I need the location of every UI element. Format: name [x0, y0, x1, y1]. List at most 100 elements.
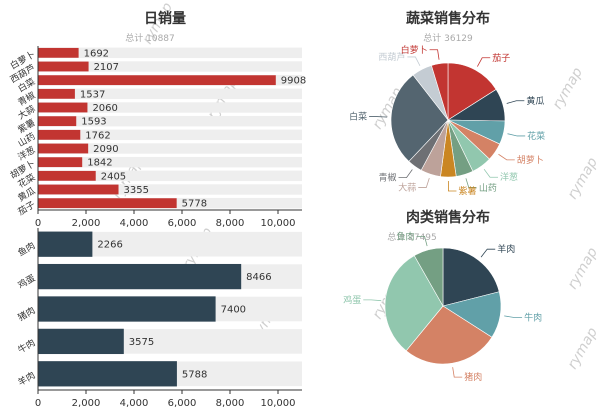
bar [38, 170, 96, 181]
x-tick-label: 0 [35, 398, 41, 409]
bar [38, 296, 216, 322]
x-tick-label: 4,000 [120, 398, 149, 409]
pie-label: 西葫芦 [378, 51, 405, 63]
pie-label: 猪肉 [464, 371, 482, 383]
pie-label-line [398, 169, 413, 179]
bar [38, 75, 276, 86]
watermark-text: rymap [565, 155, 600, 202]
bar [38, 129, 81, 140]
pie-label: 鸡蛋 [343, 294, 361, 306]
pie-slice [447, 62, 497, 121]
bar-chart-title: 日销量 [144, 10, 186, 27]
x-tick-label: 4,000 [120, 218, 149, 229]
bar-background [38, 61, 302, 72]
pie-label: 胡萝卜 [517, 154, 544, 166]
pie-label-line [504, 315, 523, 318]
x-tick-label: 2,000 [72, 218, 101, 229]
pie-slice [442, 247, 500, 307]
x-tick-label: 10,000 [261, 398, 296, 409]
value-label: 9908 [281, 76, 306, 87]
pie-label-line [483, 168, 498, 178]
pie-label-line [407, 56, 421, 67]
bar-background [38, 47, 302, 59]
pie-label-line [447, 180, 457, 192]
pie-label-line [416, 235, 428, 247]
pie-label: 鱼肉 [397, 230, 415, 242]
pie-slice [384, 255, 444, 352]
category-label: 牛肉 [16, 337, 38, 356]
value-label: 2107 [94, 62, 119, 73]
pie-label: 大蒜 [398, 182, 416, 194]
bar [38, 184, 119, 195]
pie-label: 山药 [479, 183, 497, 194]
veg-pie-title: 蔬菜销售分布 [406, 10, 490, 27]
value-label: 2266 [97, 240, 122, 251]
value-label: 1537 [80, 89, 105, 100]
pie-label-line [363, 299, 382, 302]
bar-background [38, 102, 302, 113]
pie-label-line [480, 248, 496, 258]
x-tick-label: 2,000 [72, 398, 101, 409]
value-label: 3575 [129, 337, 154, 348]
bar-background [38, 170, 302, 182]
bar [38, 88, 75, 99]
pie-label: 紫薯 [458, 185, 476, 197]
category-label: 鱼肉 [16, 239, 38, 258]
pie-label-line [429, 49, 440, 60]
value-label: 5778 [182, 199, 207, 210]
pie-label: 牛肉 [524, 311, 542, 323]
bar [38, 102, 88, 113]
pie-label: 花菜 [527, 130, 545, 142]
pie-slice [413, 247, 444, 308]
value-label: 2090 [93, 144, 118, 155]
bar [38, 116, 77, 127]
bar-background [38, 156, 302, 168]
value-label: 1842 [87, 158, 112, 169]
watermark-text: rymap [565, 245, 600, 292]
x-tick-label: 6,000 [168, 218, 197, 229]
bar [38, 231, 93, 257]
meat-pie-title: 肉类销售分布 [406, 209, 490, 226]
pie-label: 洋葱 [500, 171, 518, 183]
pie-label: 茄子 [492, 52, 510, 64]
pie-label-line [452, 367, 463, 378]
value-label: 7400 [221, 305, 246, 316]
bar [38, 47, 79, 58]
value-label: 1762 [85, 130, 110, 141]
watermark-text: rymap [550, 65, 586, 112]
pie-label-line [465, 178, 477, 189]
bar [38, 263, 242, 290]
bar-background [38, 143, 302, 154]
bar [38, 361, 177, 387]
value-label: 8466 [246, 272, 271, 283]
category-label: 羊肉 [16, 369, 38, 388]
value-label: 3355 [124, 185, 149, 196]
pie-slice [431, 62, 449, 121]
pie-label: 白萝卜 [401, 44, 428, 56]
x-tick-label: 8,000 [216, 398, 245, 409]
bar [38, 143, 89, 154]
value-label: 2405 [101, 171, 126, 182]
bar-background [38, 184, 302, 195]
pie-label: 白菜 [349, 111, 367, 123]
watermark-text: rymap [565, 325, 600, 372]
pie-label-line [418, 177, 430, 188]
x-tick-label: 6,000 [168, 398, 197, 409]
pie-label-line [506, 100, 525, 104]
category-label: 猪肉 [16, 304, 38, 323]
bar [38, 61, 89, 72]
bar-background [38, 129, 302, 141]
pie-label: 黄瓜 [526, 95, 544, 107]
value-label: 1593 [81, 117, 106, 128]
pie-label-line [477, 57, 491, 67]
veg-pie-subtitle: 总计 36129 [423, 32, 473, 44]
pie-label: 羊肉 [497, 243, 515, 255]
bar [38, 157, 83, 168]
pie-slice [405, 305, 493, 365]
x-tick-label: 8,000 [216, 218, 245, 229]
